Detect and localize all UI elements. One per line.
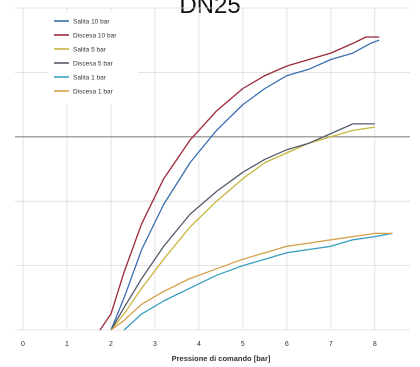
legend-label: Salita 5 bar (73, 47, 107, 54)
x-axis-title: Pressione di comando [bar] (172, 354, 271, 363)
legend-label: Salita 1 bar (73, 75, 107, 82)
series-line-5 (123, 232, 393, 331)
x-tick-label: 2 (109, 341, 113, 348)
x-tick-label: 4 (197, 341, 201, 348)
x-tick-labels: 0 1 2 3 4 5 6 7 8 (21, 341, 377, 348)
x-tick-label: 1 (65, 341, 69, 348)
x-tick-label: 0 (21, 341, 25, 348)
legend-label: Discesa 1 bar (73, 89, 114, 96)
series-line-4 (110, 123, 375, 331)
series-line-2 (99, 36, 380, 331)
legend: Salita 10 bar Discesa 10 bar Salita 5 bar D… (48, 12, 138, 104)
x-tick-label: 3 (153, 341, 157, 348)
series-line-1 (110, 39, 380, 331)
x-tick-label: 7 (329, 341, 333, 348)
x-tick-label: 5 (241, 341, 245, 348)
series-line-6 (110, 232, 393, 331)
x-tick-label: 8 (373, 341, 377, 348)
series-lines (99, 36, 393, 331)
chart-title: DN25 (179, 0, 241, 19)
series-line-3 (110, 126, 375, 331)
legend-label: Discesa 5 bar (73, 61, 114, 68)
x-tick-label: 6 (285, 341, 289, 348)
legend-background (48, 12, 138, 104)
legend-label: Salita 10 bar (73, 19, 110, 26)
legend-label: Discesa 10 bar (73, 33, 117, 40)
grid (15, 7, 410, 331)
